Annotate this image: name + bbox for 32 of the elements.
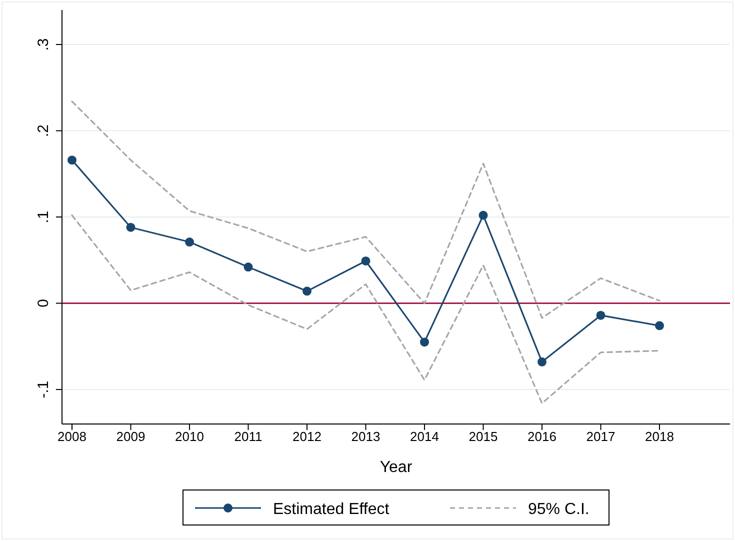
y-tick-label: .2 (35, 124, 52, 138)
y-tick-label: .1 (35, 210, 52, 224)
x-tick-label: 2017 (586, 429, 616, 444)
x-tick-label: 2013 (351, 429, 380, 444)
line-series (71, 214, 660, 404)
legend-label: Estimated Effect (273, 501, 390, 518)
point (244, 262, 253, 272)
point (537, 357, 546, 366)
point (655, 321, 664, 330)
y-tick-label: 0 (35, 299, 52, 308)
legend-label: 95% C.I. (528, 501, 590, 518)
x-tick-label: 2012 (292, 429, 322, 444)
point (302, 286, 312, 296)
point (67, 156, 76, 165)
x-tick-label: 2011 (234, 429, 262, 444)
x-tick-label: 2009 (116, 429, 146, 444)
x-tick-label: 2018 (645, 429, 674, 444)
x-tick-label: 2010 (175, 429, 204, 444)
point (184, 238, 194, 247)
x-axis-title: Year (380, 459, 413, 476)
x-tick-label: 2015 (468, 429, 498, 444)
y-tick-label: -.1 (35, 380, 52, 398)
point (361, 256, 370, 266)
point (126, 222, 136, 232)
line-series (71, 100, 660, 319)
x-tick-label: 2016 (528, 429, 556, 444)
x-tick-label: 2014 (410, 429, 439, 444)
y-tick-label: .3 (35, 38, 52, 51)
x-tick-label: 2008 (58, 429, 86, 444)
point (420, 338, 429, 347)
point (478, 210, 488, 220)
point (596, 310, 606, 320)
